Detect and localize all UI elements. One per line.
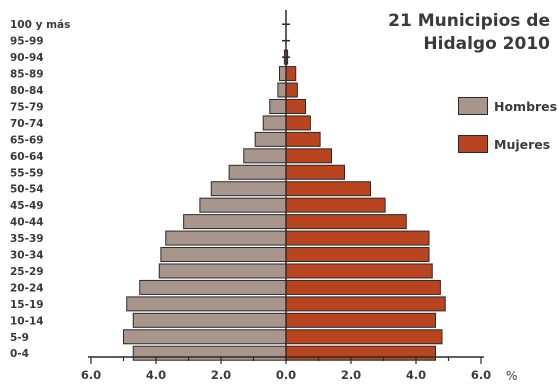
chart-title: 21 Municipios de Hidalgo 2010: [388, 10, 550, 56]
bar-mujeres: [285, 279, 441, 295]
age-label: 80-84: [10, 85, 44, 97]
age-label: 20-24: [10, 282, 44, 294]
bar-mujeres: [285, 66, 297, 82]
bar-hombres: [243, 148, 287, 164]
bar-mujeres: [285, 230, 430, 246]
bar-hombres: [123, 329, 287, 345]
bar-mujeres: [285, 263, 433, 279]
age-label: 55-59: [10, 167, 44, 179]
age-label: 40-44: [10, 217, 44, 229]
unit-label: %: [506, 369, 518, 383]
age-label: 30-34: [10, 250, 44, 262]
bar-mujeres: [285, 296, 446, 312]
legend-swatch-mujeres: [458, 135, 488, 153]
legend-label-mujeres: Mujeres: [494, 136, 551, 152]
title-line-1: 21 Municipios de: [388, 11, 550, 31]
bar-mujeres: [285, 131, 321, 147]
bar-mujeres: [285, 148, 332, 164]
legend: Hombres Mujeres: [458, 96, 557, 172]
bar-mujeres: [285, 164, 345, 180]
age-label: 75-79: [10, 101, 44, 113]
age-labels: 100 y más 95-99 90-94 85-89 80-84 75-79 70-74 6…: [10, 19, 70, 360]
x-tick-label: 2.0: [341, 368, 361, 382]
legend-item-mujeres: Mujeres: [458, 134, 557, 154]
x-tick-label: 4.0: [406, 368, 426, 382]
age-label: 10-14: [10, 315, 44, 327]
title-line-2: Hidalgo 2010: [423, 34, 550, 54]
age-label: 25-29: [10, 266, 44, 278]
bar-hombres: [183, 214, 287, 230]
bars-hombres: [123, 49, 287, 361]
bar-mujeres: [285, 312, 436, 328]
bars-mujeres: [285, 49, 446, 361]
age-label: 5-9: [10, 332, 29, 344]
x-tick-label: 2.0: [211, 368, 231, 382]
age-label: 90-94: [10, 52, 44, 64]
bar-mujeres: [285, 214, 407, 230]
age-label: 0-4: [10, 348, 29, 360]
bar-mujeres: [285, 98, 306, 114]
x-tick-label: 0.0: [276, 368, 296, 382]
age-label: 45-49: [10, 200, 44, 212]
bar-mujeres: [285, 329, 443, 345]
bar-hombres: [126, 296, 287, 312]
age-label: 50-54: [10, 184, 44, 196]
x-tick-label: 4.0: [146, 368, 166, 382]
age-label: 100 y más: [10, 19, 70, 31]
bar-hombres: [165, 230, 287, 246]
bar-hombres: [158, 263, 287, 279]
legend-label-hombres: Hombres: [494, 98, 558, 114]
bar-hombres: [210, 181, 287, 197]
bar-hombres: [277, 82, 287, 98]
age-label: 85-89: [10, 69, 44, 81]
bar-mujeres: [285, 82, 298, 98]
legend-swatch-hombres: [458, 97, 488, 115]
bar-hombres: [132, 312, 287, 328]
age-label: 70-74: [10, 118, 44, 130]
x-tick-label: 6.0: [471, 368, 491, 382]
age-label: 65-69: [10, 134, 44, 146]
bar-hombres: [228, 164, 287, 180]
bar-mujeres: [285, 247, 430, 263]
x-axis: 6.0 4.0 2.0 0.0 2.0 4.0 6.0: [81, 10, 491, 382]
bar-mujeres: [285, 181, 371, 197]
bar-mujeres: [285, 197, 386, 213]
bar-hombres: [139, 279, 287, 295]
age-label: 60-64: [10, 151, 44, 163]
age-label: 15-19: [10, 299, 44, 311]
age-label: 95-99: [10, 36, 44, 48]
bar-mujeres: [285, 345, 436, 361]
bar-hombres: [160, 247, 287, 263]
bar-hombres: [279, 66, 287, 82]
age-label: 35-39: [10, 233, 44, 245]
bar-hombres: [199, 197, 287, 213]
x-tick-label: 6.0: [81, 368, 101, 382]
bar-hombres: [262, 115, 287, 131]
bar-hombres: [254, 131, 287, 147]
legend-item-hombres: Hombres: [458, 96, 557, 116]
bar-mujeres: [285, 115, 311, 131]
bar-hombres: [269, 98, 287, 114]
